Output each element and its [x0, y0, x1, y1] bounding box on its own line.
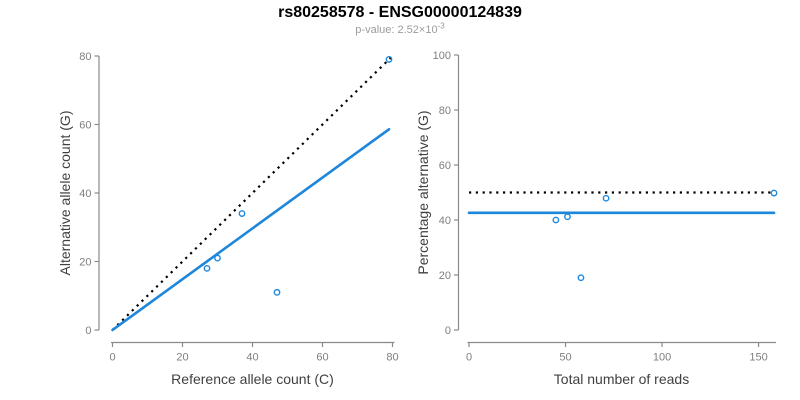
data-point	[577, 274, 585, 282]
x-tick-label: 40	[246, 352, 258, 364]
x-tick-label: 80	[386, 352, 398, 364]
x-tick-label: 100	[653, 352, 671, 364]
x-axis-label: Reference allele count (C)	[171, 371, 334, 387]
left-scatter-panel: 0 20 40 60 80 0 20 40 60 80 Reference allele count…	[57, 51, 399, 387]
x-tick-label: 50	[559, 352, 571, 364]
data-point	[602, 194, 610, 202]
identity-expected-line	[111, 55, 394, 331]
data-point	[203, 264, 211, 272]
chart-subtitle: p-value: 2.52×10-3	[0, 21, 800, 36]
x-tick-label: 60	[316, 352, 328, 364]
data-point	[770, 189, 778, 197]
x-tick-label: 150	[749, 352, 767, 364]
p-value-text: p-value: 2.52×10	[355, 24, 438, 36]
y-tick-label: 0	[445, 325, 451, 337]
chart-title: rs80258578 - ENSG00000124839	[278, 4, 522, 21]
data-point	[564, 213, 571, 221]
y-tick-label: 40	[79, 188, 91, 200]
y-tick-label: 80	[79, 51, 91, 63]
y-axis-label: Alternative allele count (G)	[57, 111, 73, 276]
x-tick-label: 0	[466, 352, 472, 364]
data-point	[385, 56, 393, 63]
x-axis-label: Total number of reads	[554, 371, 689, 387]
y-tick-label: 0	[85, 325, 91, 337]
y-tick-label: 60	[79, 120, 91, 132]
p-value-exponent: -3	[437, 21, 445, 31]
y-tick-label: 20	[79, 257, 91, 269]
y-tick-label: 20	[439, 270, 451, 282]
fitted-proportion-line	[111, 127, 391, 332]
y-tick-label: 100	[433, 50, 451, 62]
y-tick-label: 60	[439, 160, 451, 172]
data-point	[273, 288, 281, 296]
data-point	[214, 254, 221, 262]
y-tick-label: 40	[439, 215, 451, 227]
x-tick-label: 20	[176, 352, 188, 364]
right-scatter-panel: 0 20 40 60 80 100 0 50 100 150 Total number of rea…	[415, 50, 778, 387]
y-axis-label: Percentage alternative (G)	[415, 110, 431, 274]
data-point	[552, 216, 560, 224]
x-tick-label: 0	[109, 352, 115, 364]
data-point	[238, 210, 246, 217]
y-tick-label: 80	[439, 105, 451, 117]
